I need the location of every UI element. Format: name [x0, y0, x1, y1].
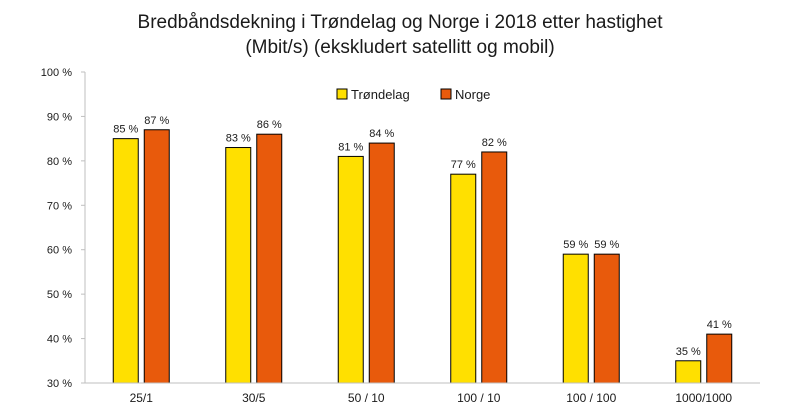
- bar-norge: [368, 142, 395, 384]
- y-tick-label: 40 %: [47, 334, 72, 346]
- data-label: 86 %: [257, 119, 282, 131]
- y-axis: 30 % 40 % 50 % 60 % 70 % 80 % 90 % 100 %: [41, 67, 86, 390]
- bar-trondelag: [675, 360, 702, 384]
- bar-norge: [481, 151, 508, 384]
- bar-trondelag: [337, 155, 364, 384]
- y-tick-label: 60 %: [47, 245, 72, 257]
- data-label: 87 %: [144, 115, 169, 127]
- chart-title-line-2: (Mbit/s) (ekskludert satellitt og mobil): [245, 37, 554, 58]
- data-label: 85 %: [113, 124, 138, 136]
- x-category-label: 1000/1000: [675, 391, 732, 405]
- legend-label-trondelag: Trøndelag: [351, 87, 410, 102]
- bar-norge: [706, 333, 733, 384]
- data-label: 81 %: [338, 141, 363, 153]
- y-tick-label: 80 %: [47, 156, 72, 168]
- data-label: 77 %: [451, 159, 476, 171]
- x-category-label: 100 / 100: [566, 391, 616, 405]
- y-tick-label: 90 %: [47, 111, 72, 123]
- x-category-label: 25/1: [130, 391, 154, 405]
- data-label: 82 %: [482, 137, 507, 149]
- legend-swatch-trondelag: [336, 88, 348, 100]
- x-category-label: 50 / 10: [348, 391, 385, 405]
- y-tick-label: 30 %: [47, 378, 72, 390]
- legend-label-norge: Norge: [455, 87, 490, 102]
- bar-norge: [256, 133, 283, 384]
- x-category-label: 30/5: [242, 391, 266, 405]
- data-label: 83 %: [226, 133, 251, 145]
- data-label: 41 %: [707, 319, 732, 331]
- bar-trondelag: [112, 138, 139, 384]
- data-label: 84 %: [369, 128, 394, 140]
- bars: 85 % 87 % 83 % 86 % 81 % 84 % 77 % 82 % 59 % 59 %…: [112, 115, 733, 384]
- bar-norge: [593, 253, 620, 384]
- data-label: 59 %: [594, 239, 619, 251]
- legend: Trøndelag Norge: [336, 87, 490, 102]
- data-label: 35 %: [676, 346, 701, 358]
- bar-norge: [143, 129, 170, 384]
- bar-trondelag: [562, 253, 589, 384]
- y-tick-label: 50 %: [47, 289, 72, 301]
- legend-swatch-norge: [440, 88, 452, 100]
- x-axis: 25/1 30/5 50 / 10 100 / 10 100 / 100 1000/100…: [85, 382, 760, 405]
- x-category-label: 100 / 10: [457, 391, 501, 405]
- chart-title-line-1: Bredbåndsdekning i Trøndelag og Norge i …: [138, 12, 664, 33]
- bar-trondelag: [450, 173, 477, 384]
- bar-trondelag: [225, 147, 252, 384]
- data-label: 59 %: [563, 239, 588, 251]
- y-tick-label: 70 %: [47, 200, 72, 212]
- y-tick-label: 100 %: [41, 67, 72, 79]
